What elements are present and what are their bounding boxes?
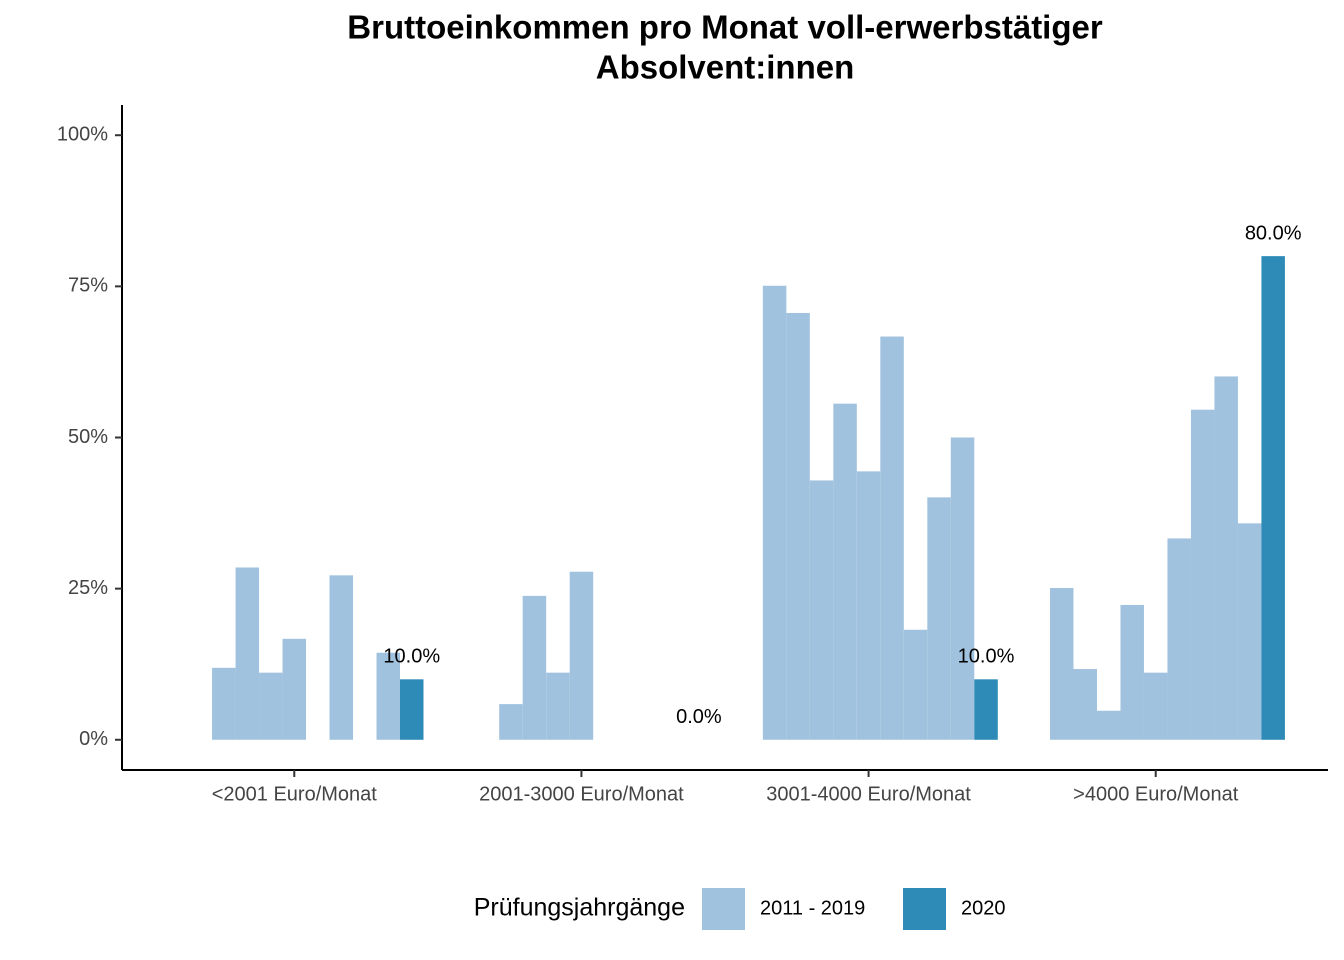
bar [282, 638, 307, 740]
bar [1073, 669, 1097, 740]
bar [376, 652, 401, 740]
bar [1049, 588, 1074, 740]
bar [546, 672, 570, 740]
x-tick-label: <2001 Euro/Monat [212, 783, 378, 805]
bar [569, 571, 594, 740]
bar [400, 679, 424, 740]
legend-label: 2011 - 2019 [760, 897, 865, 919]
bar [833, 403, 857, 740]
chart-title: Absolvent:innen [596, 49, 855, 86]
bar [786, 312, 810, 740]
bar [329, 575, 354, 740]
bar [927, 497, 951, 740]
legend-key [903, 888, 946, 930]
legend-label: 2020 [961, 897, 1006, 919]
bar [1190, 409, 1215, 740]
y-tick-label: 25% [68, 577, 108, 599]
x-tick-label: 2001-3000 Euro/Monat [479, 783, 684, 805]
bar [1261, 256, 1285, 740]
x-tick-label: >4000 Euro/Monat [1073, 783, 1239, 805]
bar [880, 336, 904, 740]
legend-title: Prüfungsjahrgänge [474, 894, 685, 922]
bar [522, 595, 547, 740]
y-tick-label: 75% [68, 275, 108, 297]
bar [235, 567, 260, 740]
bar [1120, 604, 1144, 740]
data-label: 10.0% [383, 646, 440, 668]
data-label: 80.0% [1245, 222, 1302, 244]
bar [1096, 710, 1121, 740]
bar [1237, 523, 1262, 740]
bar [259, 672, 283, 740]
bar [762, 285, 787, 740]
data-label: 10.0% [958, 646, 1015, 668]
x-tick-label: 3001-4000 Euro/Monat [766, 783, 971, 805]
bar [974, 679, 998, 740]
bar [1143, 672, 1168, 740]
legend-key [702, 888, 745, 930]
bar [212, 667, 236, 740]
bar [1214, 376, 1238, 740]
bar [903, 629, 928, 740]
bar [809, 480, 834, 740]
y-tick-label: 100% [57, 124, 108, 146]
bar [1167, 538, 1191, 740]
y-tick-label: 0% [79, 728, 108, 750]
bar [950, 437, 975, 740]
chart-title: Bruttoeinkommen pro Monat voll-erwerbstä… [347, 9, 1103, 46]
bar [499, 704, 523, 740]
y-tick-label: 50% [68, 426, 108, 448]
bar [856, 471, 881, 740]
data-label: 0.0% [676, 706, 722, 728]
